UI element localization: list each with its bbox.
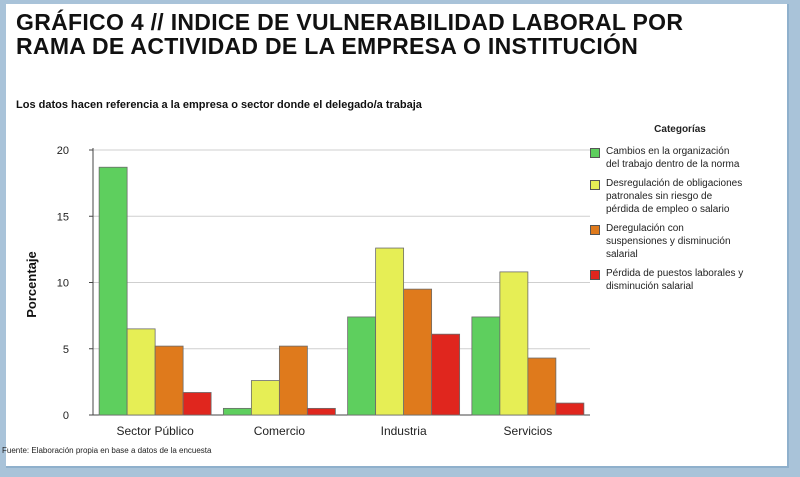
legend-item: Deregulación con suspensiones y disminuc… xyxy=(590,222,780,261)
bar xyxy=(182,392,212,416)
bar xyxy=(471,316,501,416)
bar xyxy=(499,271,529,416)
legend: Categorías Cambios en la organización de… xyxy=(590,124,780,299)
x-tick-label: Comercio xyxy=(254,424,306,438)
chart-title: GRÁFICO 4 // INDICE DE VULNERABILIDAD LA… xyxy=(16,9,684,59)
legend-item: Cambios en la organización del trabajo d… xyxy=(590,145,780,171)
legend-swatch xyxy=(590,270,600,280)
legend-label: Pérdida de puestos laborales y disminuci… xyxy=(606,268,744,292)
y-tick-label: 5 xyxy=(63,344,69,356)
bar xyxy=(306,407,336,416)
bar xyxy=(222,407,252,416)
legend-swatch xyxy=(590,225,600,235)
y-tick-label: 15 xyxy=(57,211,69,223)
chart-subtitle: Los datos hacen referencia a la empresa … xyxy=(16,99,422,111)
bar xyxy=(250,380,280,416)
source-note: Fuente: Elaboración propia en base a dat… xyxy=(2,446,212,455)
x-tick-label: Servicios xyxy=(504,424,553,438)
bar xyxy=(431,333,461,416)
y-axis-label: Porcentaje xyxy=(24,251,39,317)
bar xyxy=(403,288,433,416)
x-tick-label: Industria xyxy=(381,424,427,438)
bar xyxy=(375,247,405,416)
y-tick-label: 0 xyxy=(63,410,69,422)
legend-swatch xyxy=(590,148,600,158)
bar xyxy=(555,402,585,416)
legend-label: Cambios en la organización del trabajo d… xyxy=(606,146,740,170)
bar xyxy=(98,166,128,416)
legend-title: Categorías xyxy=(654,124,706,135)
legend-label: Desregulación de obligaciones patronales… xyxy=(606,178,743,215)
legend-swatch xyxy=(590,180,600,190)
bar xyxy=(527,357,557,416)
bar xyxy=(154,345,184,416)
legend-label: Deregulación con suspensiones y disminuc… xyxy=(606,223,731,260)
legend-item: Desregulación de obligaciones patronales… xyxy=(590,177,780,216)
y-tick-label: 10 xyxy=(57,278,69,290)
bar xyxy=(126,328,156,416)
bar xyxy=(347,316,377,416)
bar xyxy=(278,345,308,416)
legend-item: Pérdida de puestos laborales y disminuci… xyxy=(590,267,780,293)
y-tick-label: 20 xyxy=(57,145,69,157)
x-tick-label: Sector Público xyxy=(116,424,194,438)
